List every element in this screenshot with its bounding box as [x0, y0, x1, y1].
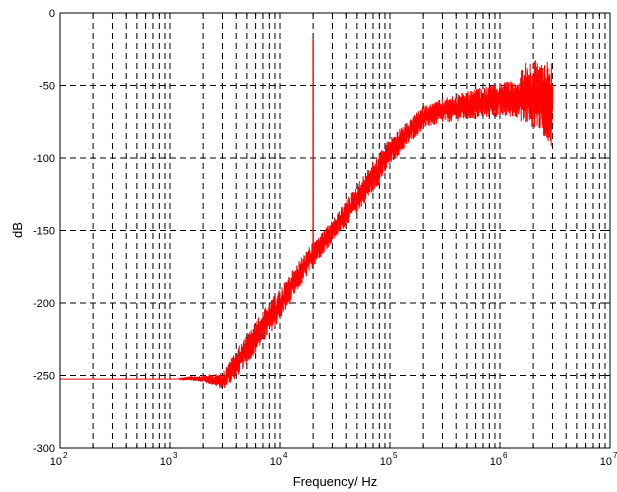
y-tick-label: -50: [39, 81, 55, 93]
x-tick-exponent: 4: [283, 451, 288, 460]
x-tick-label: 10: [270, 456, 282, 468]
y-tick-label: -100: [33, 153, 55, 165]
y-tick-label: -300: [33, 443, 55, 455]
axis-ticks: [59, 12, 610, 449]
x-tick-exponent: 6: [503, 451, 508, 460]
grid-lines: [60, 13, 610, 448]
data-series: [60, 39, 553, 389]
y-tick-label: 0: [49, 8, 55, 20]
x-tick-label: 10: [490, 456, 502, 468]
y-tick-label: -250: [33, 371, 55, 383]
x-tick-exponent: 5: [393, 451, 398, 460]
y-tick-label: -150: [33, 226, 55, 238]
x-tick-exponent: 7: [613, 451, 617, 460]
y-axis-title: dB: [10, 222, 25, 238]
spectrum-trace: [60, 60, 553, 389]
x-tick-label: 10: [50, 456, 62, 468]
x-tick-label: 10: [600, 456, 612, 468]
x-axis-title: Frequency/ Hz: [293, 474, 378, 489]
tick-labels: 1021031041051061070-50-100-150-200-250-3…: [33, 8, 617, 468]
x-tick-label: 10: [380, 456, 392, 468]
x-tick-exponent: 2: [63, 451, 68, 460]
x-tick-exponent: 3: [173, 451, 178, 460]
x-tick-label: 10: [160, 456, 172, 468]
y-tick-label: -200: [33, 298, 55, 310]
